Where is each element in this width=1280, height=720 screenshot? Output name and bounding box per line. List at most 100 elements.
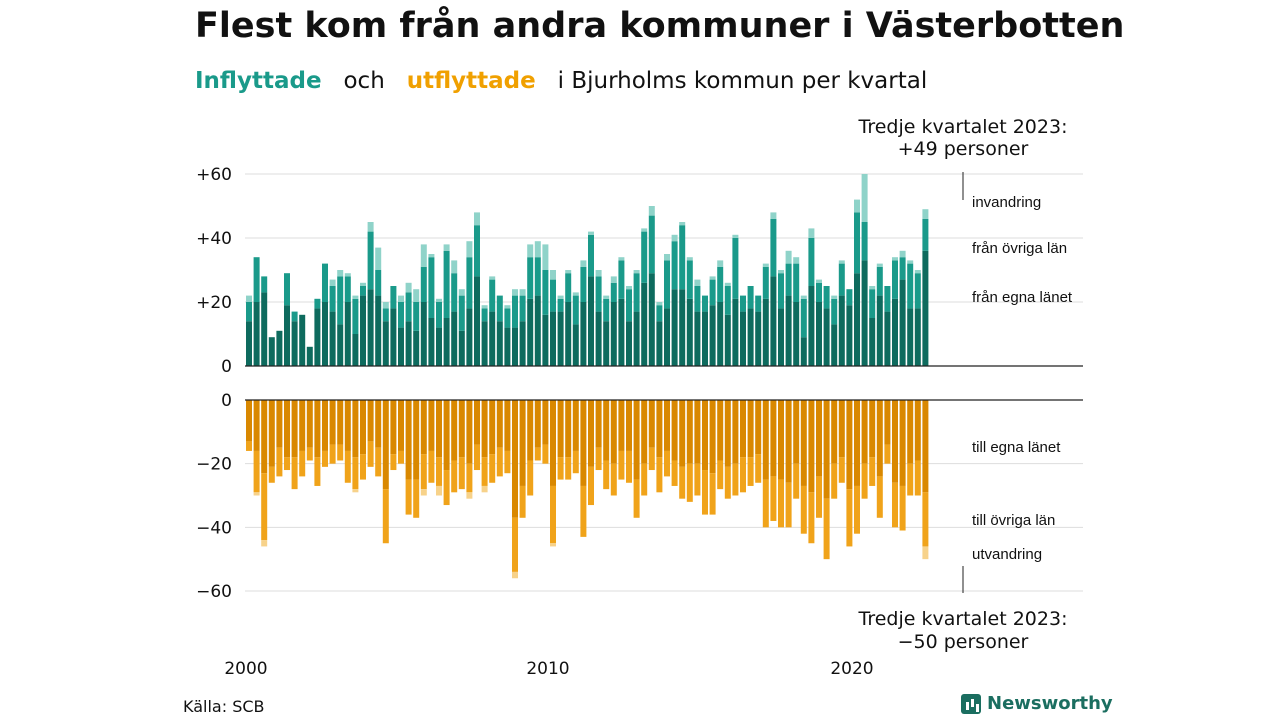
bar-out-utvandring <box>261 540 268 547</box>
bar-out-ovriga <box>268 466 275 483</box>
bar-out-egna <box>557 400 564 458</box>
bar-out-ovriga <box>253 450 260 493</box>
bar-out-egna <box>907 400 914 464</box>
bar-in-ovriga <box>778 273 784 309</box>
bar-out-egna <box>838 400 845 458</box>
bar-in-invandring <box>633 270 640 274</box>
bar-out-ovriga <box>390 454 397 471</box>
bar-out-egna <box>626 400 632 451</box>
annotation-fran-egna-lanet: från egna länet <box>972 289 1073 306</box>
bar-in-ovriga <box>854 212 860 274</box>
bar-out-ovriga <box>557 457 564 480</box>
bar-out-ovriga <box>922 492 929 547</box>
bar-out-egna <box>603 400 610 461</box>
bar-out-ovriga <box>542 444 549 464</box>
bar-in-egna <box>709 305 716 366</box>
bar-out-utvandring <box>436 485 442 496</box>
bar-out-ovriga <box>420 454 427 490</box>
bar-in-ovriga <box>436 302 442 328</box>
bar-out-egna <box>550 400 556 486</box>
bar-in-ovriga <box>474 225 480 277</box>
bar-out-egna <box>846 400 853 490</box>
bar-out-ovriga <box>550 485 556 544</box>
bar-out-egna <box>633 400 640 480</box>
x-tick-label: 2010 <box>526 659 569 679</box>
bar-in-egna <box>899 279 906 366</box>
bar-in-ovriga <box>405 292 412 322</box>
bar-in-egna <box>793 302 800 366</box>
bar-out-ovriga <box>474 444 480 471</box>
bar-out-egna <box>610 400 617 464</box>
bar-in-ovriga <box>398 302 404 328</box>
bar-in-egna <box>580 302 587 366</box>
bar-in-egna <box>648 273 655 366</box>
bar-out-egna <box>565 400 572 458</box>
bar-in-ovriga <box>352 298 359 334</box>
bar-in-invandring <box>352 295 359 299</box>
bar-out-ovriga <box>740 457 746 493</box>
bar-out-ovriga <box>686 463 693 502</box>
callout-bottom-line1: Tredje kvartalet 2023: <box>858 608 1068 630</box>
bar-in-invandring <box>557 295 564 299</box>
bar-out-egna <box>778 400 784 480</box>
bar-in-invandring <box>694 279 701 286</box>
bar-in-egna <box>253 302 260 366</box>
bar-in-egna <box>618 298 625 366</box>
bar-out-egna <box>694 400 701 464</box>
bar-in-egna <box>816 302 822 366</box>
bar-in-egna <box>907 308 914 366</box>
bar-out-ovriga <box>816 476 822 518</box>
annotation-utvandring: utvandring <box>972 546 1042 563</box>
bar-in-ovriga <box>519 295 526 322</box>
bar-out-ovriga <box>656 457 663 493</box>
bar-in-invandring <box>626 286 632 290</box>
bar-in-invandring <box>816 279 822 283</box>
bar-out-egna <box>382 400 389 490</box>
bar-out-egna <box>648 400 655 448</box>
bar-in-ovriga <box>595 276 602 312</box>
bar-in-invandring <box>565 270 572 274</box>
legend-utflyttade: utflyttade <box>406 68 536 94</box>
bar-out-ovriga <box>846 489 853 547</box>
bar-in-invandring <box>679 222 686 226</box>
source-label: Källa: SCB <box>183 697 265 716</box>
bar-in-ovriga <box>534 257 541 296</box>
bar-in-egna <box>565 302 572 366</box>
bar-out-ovriga <box>884 444 891 464</box>
bar-out-ovriga <box>481 457 488 486</box>
bar-in-invandring <box>360 282 366 286</box>
bar-in-egna <box>922 250 929 366</box>
bar-out-ovriga <box>755 454 762 483</box>
bar-in-invandring <box>603 295 610 299</box>
bar-in-invandring <box>618 257 625 261</box>
bar-out-ovriga <box>534 447 541 461</box>
bar-out-ovriga <box>588 466 594 506</box>
bar-out-egna <box>367 400 374 442</box>
bar-out-ovriga <box>610 463 617 496</box>
bar-out-egna <box>428 400 435 451</box>
bar-out-egna <box>914 400 921 461</box>
bar-out-egna <box>618 400 625 451</box>
bar-in-ovriga <box>496 295 503 322</box>
bar-in-ovriga <box>565 273 572 302</box>
bar-in-egna <box>466 308 473 366</box>
bar-in-ovriga <box>580 266 587 302</box>
bar-in-egna <box>443 318 450 366</box>
bar-out-egna <box>755 400 762 455</box>
bar-in-ovriga <box>823 286 830 309</box>
bar-out-egna <box>702 400 708 471</box>
y-tick-label-outflow: −20 <box>196 455 232 475</box>
bar-in-egna <box>747 308 754 366</box>
bar-in-ovriga <box>770 218 777 277</box>
bar-out-egna <box>420 400 427 455</box>
bar-in-ovriga <box>466 257 473 309</box>
bar-in-egna <box>914 308 921 366</box>
bar-in-invandring <box>914 270 921 274</box>
bar-out-ovriga <box>732 463 739 496</box>
bar-in-egna <box>375 295 382 366</box>
bar-in-ovriga <box>831 298 838 325</box>
bar-out-egna <box>253 400 260 451</box>
bar-out-egna <box>314 400 321 458</box>
bar-in-ovriga <box>747 286 754 309</box>
bar-in-ovriga <box>633 273 640 312</box>
